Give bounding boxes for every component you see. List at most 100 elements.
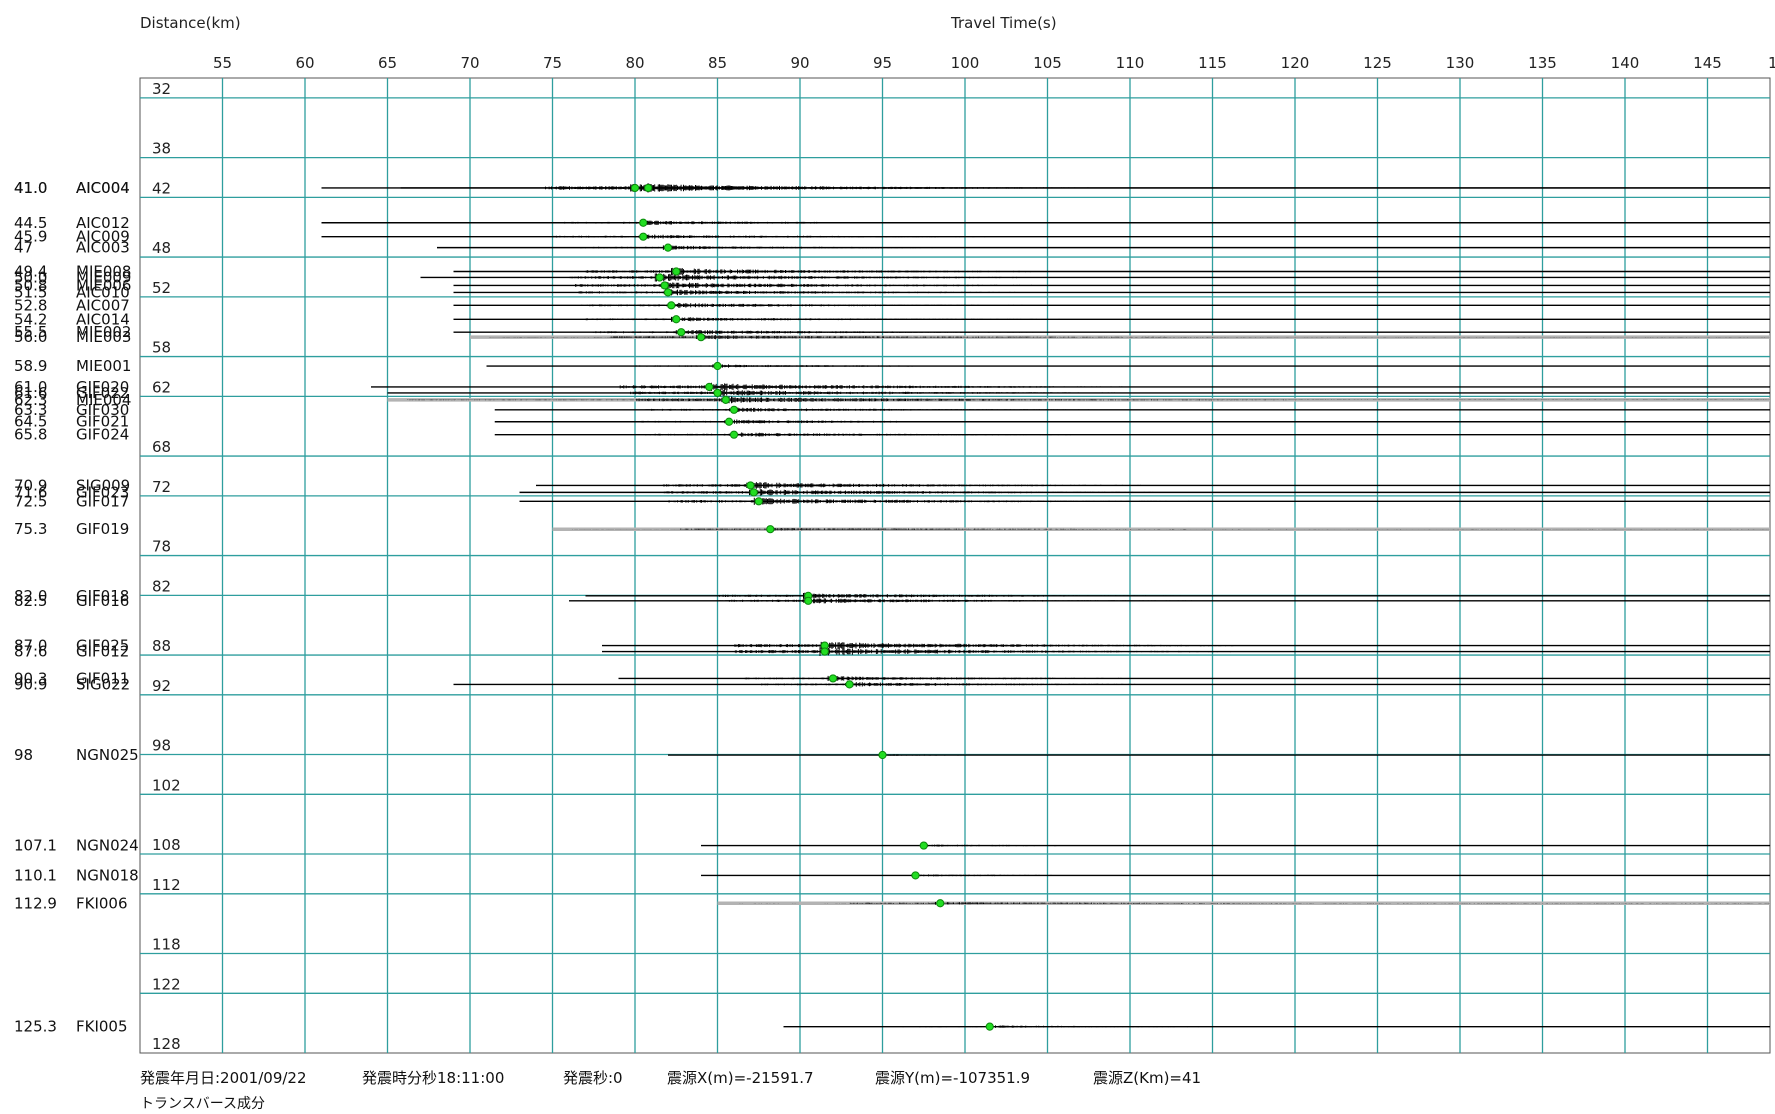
arrival-pick-marker [746, 481, 755, 490]
station-name: GIF022 [76, 384, 129, 402]
trace-waveform [420, 183, 1770, 193]
x-tick-label: 80 [625, 54, 644, 72]
station-distance: 110.1 [14, 866, 57, 884]
arrival-pick-marker [663, 288, 673, 297]
y-tick-label: 88 [152, 637, 171, 655]
trace-waveform [341, 234, 1770, 239]
station-name: AIC004 [76, 179, 130, 197]
arrival-pick-marker [644, 183, 653, 193]
trace-waveform [588, 598, 1771, 604]
y-tick-label: 58 [152, 339, 171, 357]
station-name: AIC012 [76, 214, 130, 232]
station-distance: 45.9 [14, 228, 47, 246]
x-tick-label: 110 [1116, 54, 1145, 72]
arrival-pick-marker [721, 395, 730, 404]
arrival-pick-marker [639, 218, 648, 227]
station-distance: 107.1 [14, 837, 57, 855]
station-name: NGN018 [76, 866, 139, 884]
station-name: GIF019 [76, 520, 129, 538]
trace-waveform [638, 675, 1770, 681]
source-x: 震源X(m)=-21591.7 [667, 1069, 814, 1087]
trace-waveform [803, 1025, 1770, 1028]
station-distance: 63.3 [14, 401, 47, 419]
trace-waveform [440, 273, 1770, 282]
station-distance: 64.5 [14, 413, 47, 431]
station-name: GIF030 [76, 401, 129, 419]
time-axis-label: Travel Time(s) [950, 14, 1057, 32]
footer-info: 発震年月日:2001/09/22 発震時分秒18:11:00 発震秒:0 震源X… [140, 1069, 1201, 1112]
trace-waveform [720, 844, 1771, 847]
arrival-pick-marker [845, 680, 854, 689]
component-label: トランスバース成分 [140, 1096, 265, 1112]
station-name: SIG022 [76, 675, 130, 693]
waveform-traces [321, 183, 1771, 1028]
trace-waveform [473, 682, 1770, 687]
y-tick-label: 122 [152, 975, 181, 993]
station-distance: 82.0 [14, 587, 47, 605]
x-tick-label: 105 [1033, 54, 1062, 72]
station-name: MIE008 [76, 263, 131, 281]
station-distance: 41.0 [14, 179, 47, 197]
arrival-pick-marker [672, 267, 681, 276]
arrival-pick-marker [766, 525, 775, 534]
trace-waveform [407, 389, 1770, 397]
station-name: AIC009 [76, 228, 130, 246]
arrival-pick-marker [677, 328, 686, 337]
x-tick-label: 60 [295, 54, 314, 72]
station-name: NGN025 [76, 746, 139, 764]
station-distance: 58.9 [14, 357, 47, 375]
x-tick-label: 115 [1198, 54, 1227, 72]
station-name: SIG009 [76, 476, 130, 494]
source-z: 震源Z(Km)=41 [1093, 1069, 1201, 1087]
x-tick-label: 70 [460, 54, 479, 72]
trace-waveform [506, 364, 1770, 368]
y-tick-labels: 32 38 42 48 52 58 62 68 72 78 82 88 92 98 102 108 112 118… [152, 80, 181, 1053]
station-name: FKI005 [76, 1018, 128, 1036]
arrival-pick-marker [713, 388, 722, 397]
station-name: GIF011 [76, 669, 129, 687]
station-name: GIF024 [76, 426, 129, 444]
arrival-pick-marker [729, 405, 739, 414]
station-distance: 71.6 [14, 483, 47, 501]
trace-waveform [572, 527, 1770, 531]
station-distance: 72.5 [14, 492, 47, 510]
grid-lines [140, 78, 1770, 1053]
station-distance: 50.8 [14, 276, 47, 294]
source-y: 震源Y(m)=-107351.9 [875, 1069, 1030, 1087]
trace-waveform [621, 641, 1770, 650]
station-name: GIF023 [76, 483, 129, 501]
y-tick-label: 108 [152, 836, 181, 854]
station-distance: 47 [14, 239, 33, 257]
station-name: GIF012 [76, 643, 129, 661]
trace-waveform [514, 419, 1771, 424]
arrival-pick-marker [919, 841, 928, 850]
arrival-pick-marker [936, 899, 945, 908]
trace-waveform [456, 245, 1771, 250]
y-tick-label: 102 [152, 776, 181, 794]
origin-time: 発震時分秒18:11:00 [362, 1069, 504, 1087]
x-tick-label: 85 [708, 54, 727, 72]
trace-waveform [555, 482, 1770, 489]
station-distance: 87.6 [14, 643, 47, 661]
trace-waveform [390, 382, 1771, 391]
station-name: MIE003 [76, 328, 131, 346]
trace-waveform [687, 754, 1770, 756]
y-tick-label: 118 [152, 936, 181, 954]
arrival-pick-marker [672, 315, 681, 324]
station-distance: 75.3 [14, 520, 47, 538]
trace-waveform [514, 432, 1771, 438]
station-name: FKI006 [76, 894, 128, 912]
y-tick-label: 128 [152, 1035, 181, 1053]
y-tick-label: 98 [152, 737, 171, 755]
trace-waveform [473, 302, 1770, 308]
station-name: GIF017 [76, 492, 129, 510]
y-tick-label: 32 [152, 80, 171, 98]
trace-waveform [473, 282, 1770, 289]
trace-waveform [473, 330, 1770, 335]
arrival-pick-marker [713, 361, 722, 371]
x-tick-label: 90 [790, 54, 809, 72]
y-tick-label: 68 [152, 438, 171, 456]
x-tick-label: 130 [1446, 54, 1475, 72]
